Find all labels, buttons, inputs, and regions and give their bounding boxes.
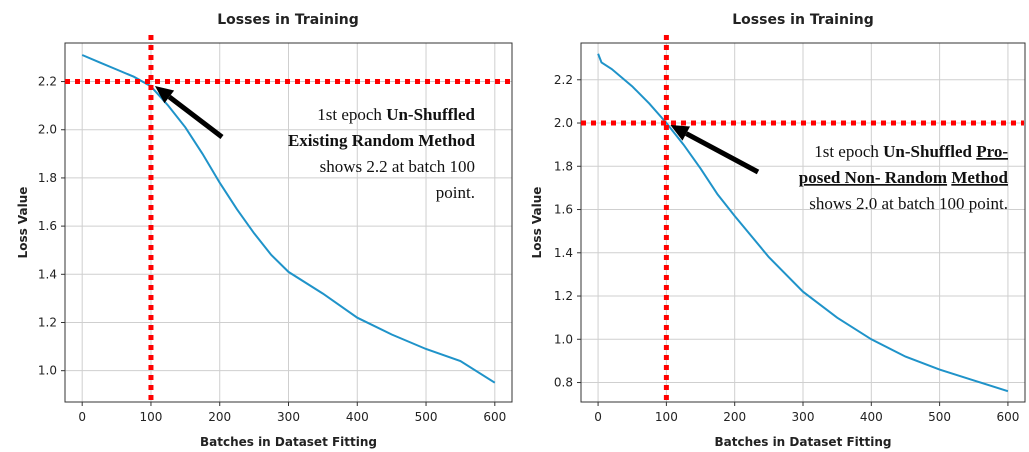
arrow-head: [154, 85, 175, 104]
x-tick-label: 400: [860, 410, 883, 424]
annotation-line: shows 2.0 at batch 100 point.: [809, 194, 1008, 213]
chart-1: Losses in Training 0 100 200 300 400 500 600 1.0…: [16, 12, 513, 449]
y-axis-label: Loss Value: [16, 187, 30, 259]
arrow-shaft: [685, 131, 760, 175]
annotation-segment: shows 2.2 at batch 100: [320, 157, 475, 176]
x-tick-label: 100: [140, 410, 163, 424]
y-tick-label: 1.4: [38, 267, 57, 281]
y-tick-label: 1.2: [38, 315, 57, 329]
annotation-segment: Method: [951, 168, 1008, 187]
x-axis-label: Batches in Dataset Fitting: [200, 435, 377, 449]
arrow-shaft: [167, 94, 224, 139]
x-tick-label: 300: [277, 410, 300, 424]
y-tick-label: 1.0: [38, 364, 57, 378]
x-tick-label: 300: [792, 410, 815, 424]
x-tick-label: 500: [415, 410, 438, 424]
annotation-segment: Existing Random Method: [288, 131, 476, 150]
y-tick-label: 2.2: [38, 75, 57, 89]
y-tick-label: 0.8: [554, 376, 573, 390]
x-tick-label: 400: [346, 410, 369, 424]
y-tick-label: 1.6: [554, 203, 573, 217]
annotation-line: 1st epoch Un-Shuffled: [317, 105, 475, 124]
y-tick-label: 1.0: [554, 332, 573, 346]
x-tick-label: 200: [723, 410, 746, 424]
series-line-1: [81, 54, 496, 384]
y-tick-label: 2.2: [554, 73, 573, 87]
annotation-segment: shows 2.0 at batch 100 point.: [809, 194, 1008, 213]
annotation-segment: Un-Shuffled: [883, 142, 976, 161]
annotation-segment: posed Non- Random: [799, 168, 947, 187]
annotation-line: Existing Random Method: [288, 131, 476, 150]
x-axis-label: Batches in Dataset Fitting: [714, 435, 891, 449]
annotation-segment: 1st epoch: [814, 142, 883, 161]
y-tick-label: 1.8: [38, 171, 57, 185]
x-tick-label: 0: [594, 410, 602, 424]
x-tick-label: 100: [655, 410, 678, 424]
annotation-line: point.: [436, 183, 475, 202]
annotation-segment: point.: [436, 183, 475, 202]
x-tick-label: 500: [928, 410, 951, 424]
chart-2: Losses in Training 0 100 200 300 400 500 600 0.8…: [530, 12, 1026, 449]
y-tick-label: 1.6: [38, 219, 57, 233]
y-tick-label: 1.4: [554, 246, 573, 260]
annotation-line: 1st epoch Un-Shuffled Pro-: [814, 142, 1008, 161]
y-tick-label: 1.8: [554, 159, 573, 173]
annotation-segment: 1st epoch: [317, 105, 386, 124]
annotation-segment: Pro-: [976, 142, 1008, 161]
annotation-segment: Un-Shuffled: [386, 105, 475, 124]
y-tick-label: 2.0: [554, 116, 573, 130]
annotation-line: shows 2.2 at batch 100: [320, 157, 475, 176]
x-tick-label: 600: [483, 410, 506, 424]
chart-title: Losses in Training: [732, 12, 873, 28]
y-tick-label: 2.0: [38, 123, 57, 137]
x-tick-label: 600: [996, 410, 1019, 424]
arrow-head: [670, 125, 691, 141]
x-tick-label: 200: [208, 410, 231, 424]
x-tick-label: 0: [78, 410, 86, 424]
y-tick-label: 1.2: [554, 289, 573, 303]
annotation-line: posed Non- Random Method: [799, 168, 1009, 187]
y-axis-label: Loss Value: [530, 187, 544, 259]
chart-title: Losses in Training: [217, 12, 358, 28]
series-line-1: [597, 53, 1009, 393]
